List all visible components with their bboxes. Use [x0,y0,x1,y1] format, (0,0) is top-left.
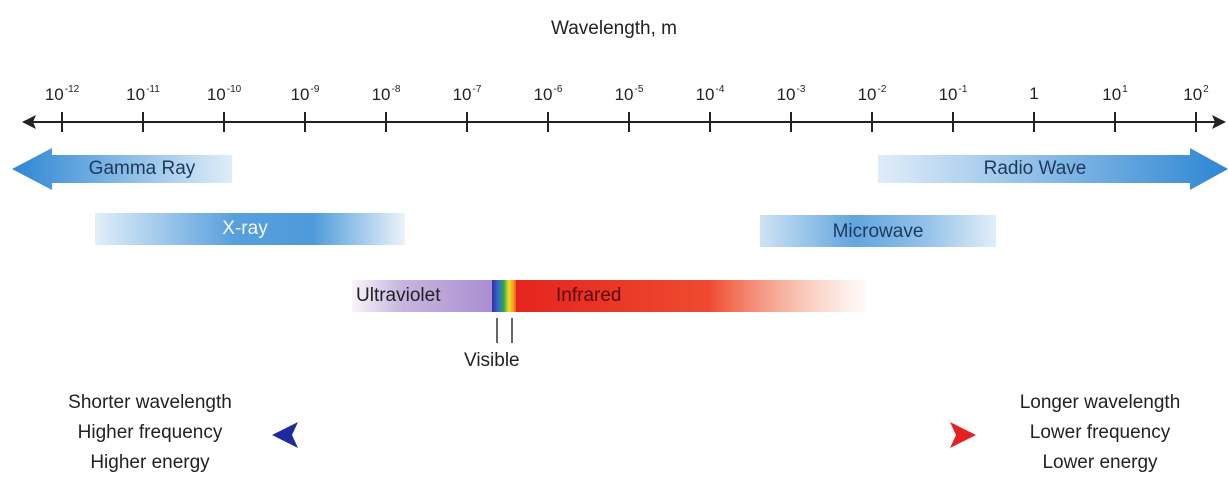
left-side-line-1: Shorter wavelength [68,392,232,413]
tick-label: 10-6 [534,84,563,105]
tick-label-exponent: -5 [634,84,644,95]
tick-label: 10-12 [45,84,79,105]
tick-label-base: 10 [695,85,715,104]
tick-label: 10-11 [126,84,160,105]
tick-label-exponent: 1 [1122,84,1128,95]
infrared-label: Infrared [556,285,622,306]
ultraviolet-label: Ultraviolet [356,285,441,306]
tick-label: 102 [1183,84,1208,105]
radio-wave-band [878,148,1228,190]
radio-wave-label: Radio Wave [983,158,1087,179]
tick-label-base: 10 [1183,85,1203,104]
tick-label-base: 10 [938,85,958,104]
axis-title: Wavelength, m [550,18,677,39]
tick-label: 101 [1102,84,1127,105]
energy-arrow-left-head [272,422,298,448]
tick-label-exponent: -7 [472,84,482,95]
tick-label: 10-9 [291,84,320,105]
gamma-ray-label-box: Gamma Ray [52,152,232,186]
tick-label-base: 10 [776,85,796,104]
right-side-line-2: Lower frequency [1029,422,1171,443]
tick-label-exponent: 2 [1203,84,1209,95]
left-side-text: Shorter wavelength Higher frequency High… [20,388,280,478]
tick-label-exponent: -6 [553,84,563,95]
tick-label-base: 10 [206,85,226,104]
tick-label-base: 10 [614,85,634,104]
tick-label-base: 10 [126,85,146,104]
tick-label-base: 10 [290,85,310,104]
tick-label: 10-8 [372,84,401,105]
tick-label-exponent: -4 [715,84,725,95]
tick-label: 10-7 [453,84,482,105]
tick-label-exponent: -2 [877,84,887,95]
visible-label: Visible [464,350,520,371]
tick-label-exponent: -10 [226,84,242,95]
microwave-label: Microwave [832,221,924,242]
tick-label-base: 10 [371,85,391,104]
radio-wave-label-box: Radio Wave [880,152,1190,186]
axis-left-arrowhead [22,115,36,129]
tick-label-base: 1 [1029,84,1039,103]
tick-label: 10-5 [615,84,644,105]
axis-right-arrowhead [1212,115,1226,129]
ultraviolet-band [352,280,494,312]
tick-label-exponent: -11 [146,84,160,95]
tick-label-exponent: -9 [310,84,320,95]
tick-label-base: 10 [44,85,64,104]
microwave-band [760,215,996,247]
right-side-line-1: Longer wavelength [1019,392,1181,413]
tick-label: 10-2 [858,84,887,105]
visible-band [492,280,518,312]
tick-label-base: 10 [452,85,472,104]
tick-label-exponent: -3 [796,84,806,95]
x-ray-band [95,213,405,245]
gamma-ray-label: Gamma Ray [88,158,196,179]
x-ray-label-box: X-ray [95,212,395,246]
tick-label: 10-1 [939,84,968,105]
tick-label-base: 10 [1102,85,1122,104]
infrared-band [516,280,866,312]
tick-label-exponent: -12 [64,84,80,95]
tick-marks [61,112,1197,132]
right-side-text: Longer wavelength Lower frequency Lower … [980,388,1220,478]
tick-label: 10-4 [696,84,725,105]
energy-arrow-right-head [950,422,976,448]
microwave-label-box: Microwave [760,215,996,249]
left-side-line-2: Higher frequency [77,422,223,443]
tick-label-exponent: -1 [958,84,968,95]
tick-label-base: 10 [857,85,877,104]
left-side-line-3: Higher energy [90,452,210,473]
tick-label-exponent: -8 [391,84,401,95]
tick-label: 10-3 [777,84,806,105]
tick-label: 1 [1029,84,1038,104]
right-side-line-3: Lower energy [1042,452,1158,473]
x-ray-label: X-ray [222,218,268,239]
gamma-ray-band [12,148,232,190]
tick-label: 10-10 [207,84,241,105]
tick-label-base: 10 [533,85,553,104]
